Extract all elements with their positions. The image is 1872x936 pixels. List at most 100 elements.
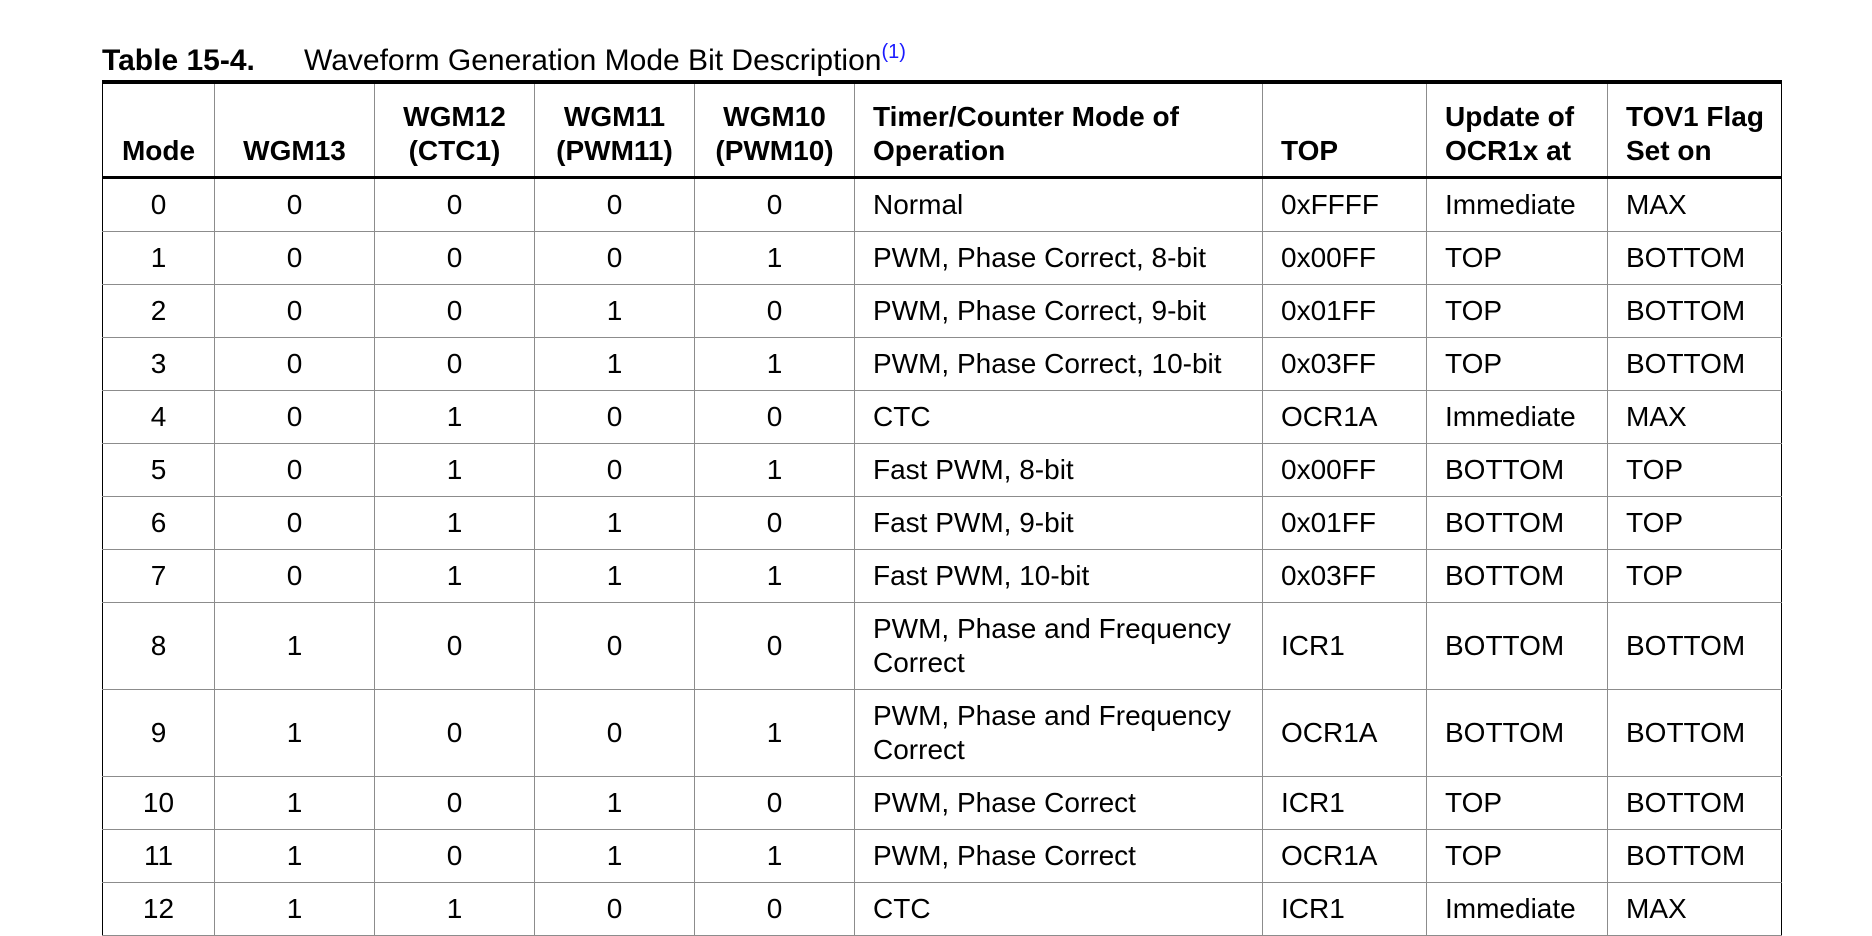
- update-cell: TOP: [1426, 284, 1608, 338]
- operation-cell: CTC: [854, 882, 1263, 936]
- mode-cell: 2: [102, 284, 215, 338]
- table-row: 10 1 0 1 0 PWM, Phase Correct ICR1 TOP BOTTOM: [102, 776, 1782, 830]
- operation-line: Correct: [873, 647, 965, 678]
- wgm12-cell: 0: [374, 776, 535, 830]
- operation-line: Correct: [873, 734, 965, 765]
- top-cell: 0x03FF: [1262, 549, 1427, 603]
- wgm13-cell: 0: [214, 549, 375, 603]
- wgm10-cell: 1: [694, 829, 855, 883]
- wgm11-cell: 0: [534, 390, 695, 444]
- tov1-cell: BOTTOM: [1607, 776, 1782, 830]
- update-cell: BOTTOM: [1426, 689, 1608, 777]
- wgm13-cell: 1: [214, 602, 375, 690]
- wgm10-cell: 0: [694, 776, 855, 830]
- wgm11-cell: 1: [534, 496, 695, 550]
- update-cell: Immediate: [1426, 177, 1608, 232]
- wgm13-cell: 0: [214, 337, 375, 391]
- table-row: 2 0 0 1 0 PWM, Phase Correct, 9-bit 0x01FF TOP B…: [102, 284, 1782, 338]
- mode-cell: 9: [102, 689, 215, 777]
- top-cell: 0x00FF: [1262, 231, 1427, 285]
- update-cell: TOP: [1426, 829, 1608, 883]
- operation-cell: PWM, Phase Correct, 10-bit: [854, 337, 1263, 391]
- mode-cell: 4: [102, 390, 215, 444]
- wgm13-cell: 1: [214, 829, 375, 883]
- mode-cell: 5: [102, 443, 215, 497]
- wgm13-cell: 1: [214, 689, 375, 777]
- operation-line: Fast PWM, 8-bit: [873, 454, 1074, 485]
- mode-cell: 1: [102, 231, 215, 285]
- wgm13-cell: 1: [214, 776, 375, 830]
- top-cell: 0x03FF: [1262, 337, 1427, 391]
- wgm13-cell: 0: [214, 390, 375, 444]
- operation-cell: Fast PWM, 10-bit: [854, 549, 1263, 603]
- operation-line: PWM, Phase Correct, 10-bit: [873, 348, 1222, 379]
- header-wgm11: WGM11 (PWM11): [534, 82, 695, 178]
- header-mode: Mode: [102, 82, 215, 178]
- wgm10-cell: 0: [694, 882, 855, 936]
- wgm11-cell: 0: [534, 177, 695, 232]
- tov1-cell: MAX: [1607, 882, 1782, 936]
- wgm13-cell: 0: [214, 284, 375, 338]
- mode-cell: 6: [102, 496, 215, 550]
- wgm10-cell: 0: [694, 602, 855, 690]
- operation-cell: PWM, Phase Correct, 9-bit: [854, 284, 1263, 338]
- mode-cell: 11: [102, 829, 215, 883]
- operation-line: CTC: [873, 893, 931, 924]
- header-wgm12: WGM12 (CTC1): [374, 82, 535, 178]
- tov1-cell: MAX: [1607, 177, 1782, 232]
- update-cell: Immediate: [1426, 882, 1608, 936]
- operation-line: Normal: [873, 189, 964, 220]
- table-row: 5 0 1 0 1 Fast PWM, 8-bit 0x00FF BOTTOM TOP: [102, 443, 1782, 497]
- mode-cell: 8: [102, 602, 215, 690]
- tov1-cell: BOTTOM: [1607, 231, 1782, 285]
- update-cell: TOP: [1426, 776, 1608, 830]
- footnote-link[interactable]: (1): [881, 41, 906, 63]
- table-row: 8 1 0 0 0 PWM, Phase and Frequency Correct ICR1…: [102, 602, 1782, 690]
- wgm13-cell: 0: [214, 177, 375, 232]
- wgm12-cell: 0: [374, 284, 535, 338]
- tov1-cell: BOTTOM: [1607, 602, 1782, 690]
- waveform-mode-table: Mode WGM13 WGM12 (CTC1) WGM11 (PWM11) WGM1…: [102, 80, 1782, 936]
- mode-cell: 3: [102, 337, 215, 391]
- wgm12-cell: 1: [374, 443, 535, 497]
- header-top: TOP: [1262, 82, 1427, 178]
- wgm12-cell: 1: [374, 549, 535, 603]
- table-row: 0 0 0 0 0 Normal 0xFFFF Immediate MAX: [102, 177, 1782, 232]
- top-cell: OCR1A: [1262, 689, 1427, 777]
- header-operation: Timer/Counter Mode of Operation: [854, 82, 1263, 178]
- wgm12-cell: 0: [374, 689, 535, 777]
- header-wgm10: WGM10 (PWM10): [694, 82, 855, 178]
- header-update: Update of OCR1x at: [1426, 82, 1608, 178]
- operation-line: PWM, Phase Correct, 9-bit: [873, 295, 1206, 326]
- table-row: 4 0 1 0 0 CTC OCR1A Immediate MAX: [102, 390, 1782, 444]
- top-cell: OCR1A: [1262, 829, 1427, 883]
- table-row: 9 1 0 0 1 PWM, Phase and Frequency Correct OCR1…: [102, 689, 1782, 777]
- table-title: Waveform Generation Mode Bit Description: [304, 44, 882, 77]
- mode-cell: 10: [102, 776, 215, 830]
- update-cell: TOP: [1426, 337, 1608, 391]
- header-row: Mode WGM13 WGM12 (CTC1) WGM11 (PWM11) WGM1…: [102, 82, 1782, 178]
- top-cell: 0x01FF: [1262, 496, 1427, 550]
- wgm11-cell: 0: [534, 443, 695, 497]
- top-cell: 0x01FF: [1262, 284, 1427, 338]
- wgm12-cell: 0: [374, 829, 535, 883]
- wgm13-cell: 0: [214, 231, 375, 285]
- wgm11-cell: 0: [534, 602, 695, 690]
- top-cell: 0xFFFF: [1262, 177, 1427, 232]
- top-cell: OCR1A: [1262, 390, 1427, 444]
- wgm10-cell: 0: [694, 496, 855, 550]
- tov1-cell: TOP: [1607, 443, 1782, 497]
- table-body: 0 0 0 0 0 Normal 0xFFFF Immediate MAX 1 0 0 0 1 PWM, P…: [102, 177, 1782, 936]
- wgm10-cell: 1: [694, 549, 855, 603]
- wgm13-cell: 0: [214, 443, 375, 497]
- update-cell: BOTTOM: [1426, 496, 1608, 550]
- operation-line: PWM, Phase Correct: [873, 787, 1136, 818]
- tov1-cell: BOTTOM: [1607, 829, 1782, 883]
- wgm10-cell: 1: [694, 689, 855, 777]
- wgm12-cell: 0: [374, 231, 535, 285]
- update-cell: BOTTOM: [1426, 602, 1608, 690]
- operation-line: PWM, Phase and Frequency: [873, 700, 1231, 731]
- tov1-cell: BOTTOM: [1607, 337, 1782, 391]
- wgm12-cell: 1: [374, 496, 535, 550]
- top-cell: ICR1: [1262, 776, 1427, 830]
